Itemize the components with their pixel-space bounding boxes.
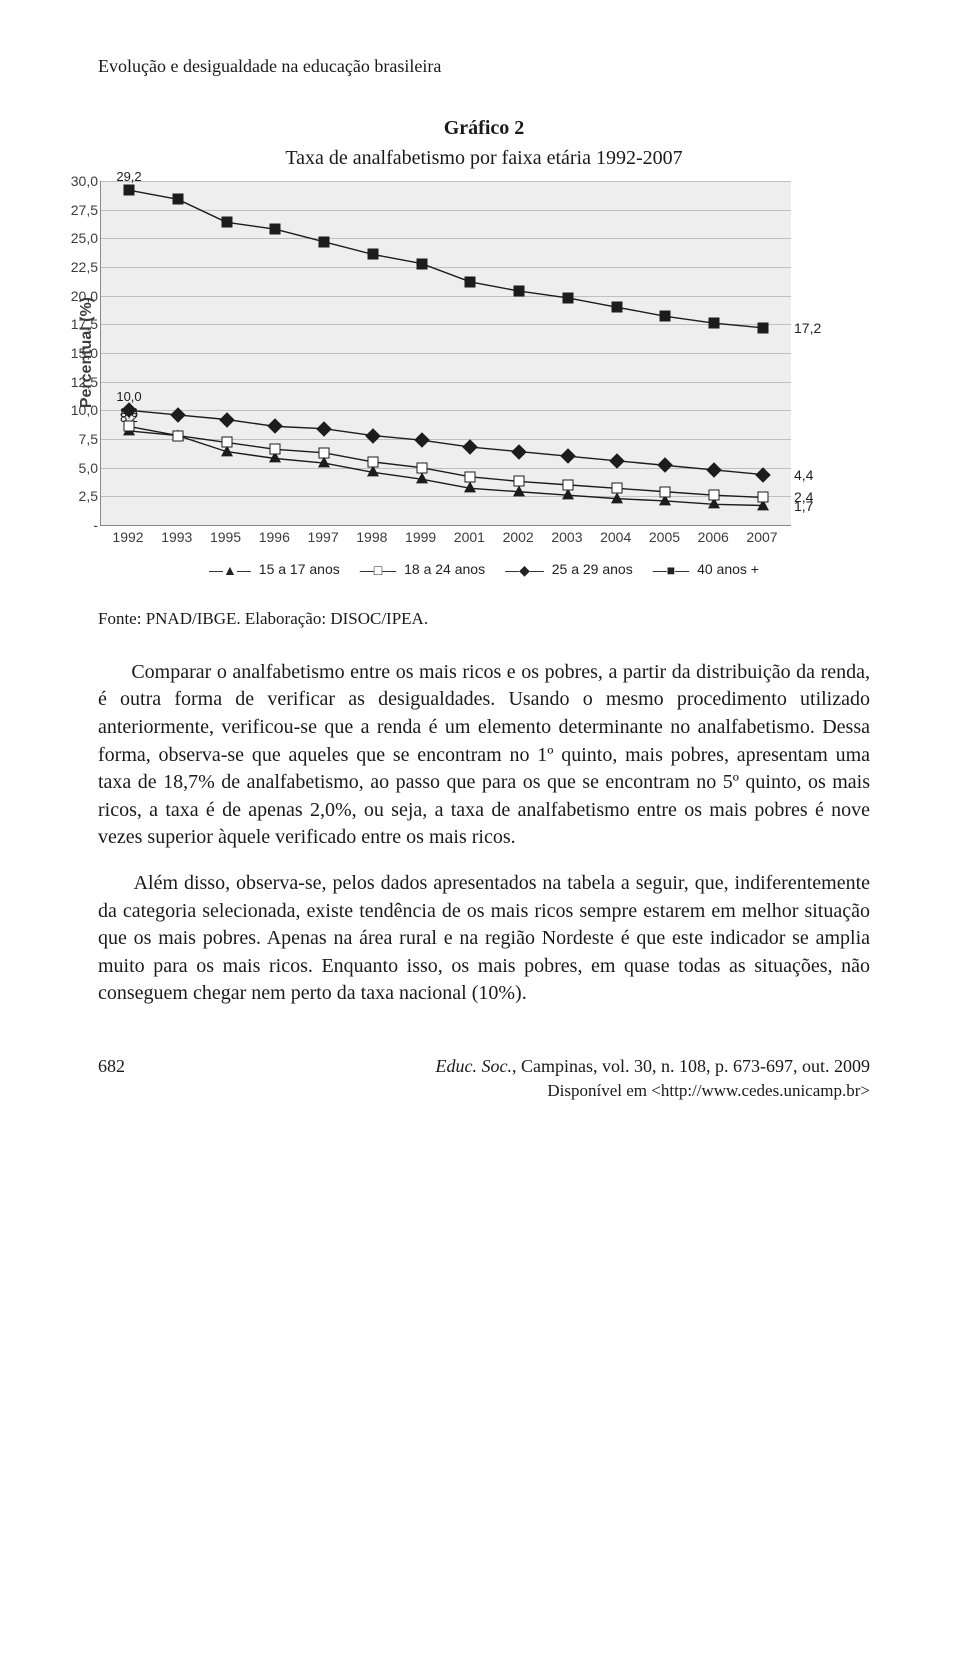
running-head: Evolução e desigualdade na educação bras… [98,56,870,77]
y-ticks: 30,027,525,022,520,017,515,012,510,07,55… [56,181,98,525]
chart-legend: —▲— 15 a 17 anos—□— 18 a 24 anos—◆— 25 a… [98,561,870,579]
chart: Percentual (%) 30,027,525,022,520,017,51… [78,181,870,525]
footer: 682 Educ. Soc., Campinas, vol. 30, n. 10… [98,1056,870,1077]
body-paragraph: Além disso, observa-se, pelos dados apre… [98,870,870,1008]
body-paragraph: Comparar o analfabetismo entre os mais r… [98,659,870,852]
figure-subtitle: Taxa de analfabetismo por faixa etária 1… [285,147,682,169]
end-labels: 1,72,44,417,2 [790,181,830,525]
footer-availability: Disponível em <http://www.cedes.unicamp.… [98,1081,870,1101]
footer-citation: Educ. Soc., Campinas, vol. 30, n. 108, p… [436,1056,870,1077]
page-number: 682 [98,1056,125,1077]
figure-caption: Gráfico 2 Taxa de analfabetismo por faix… [98,113,870,173]
plot-area: 8,28,610,029,2 [100,181,791,526]
figure-title: Gráfico 2 [444,117,525,139]
figure-source: Fonte: PNAD/IBGE. Elaboração: DISOC/IPEA… [98,609,870,629]
